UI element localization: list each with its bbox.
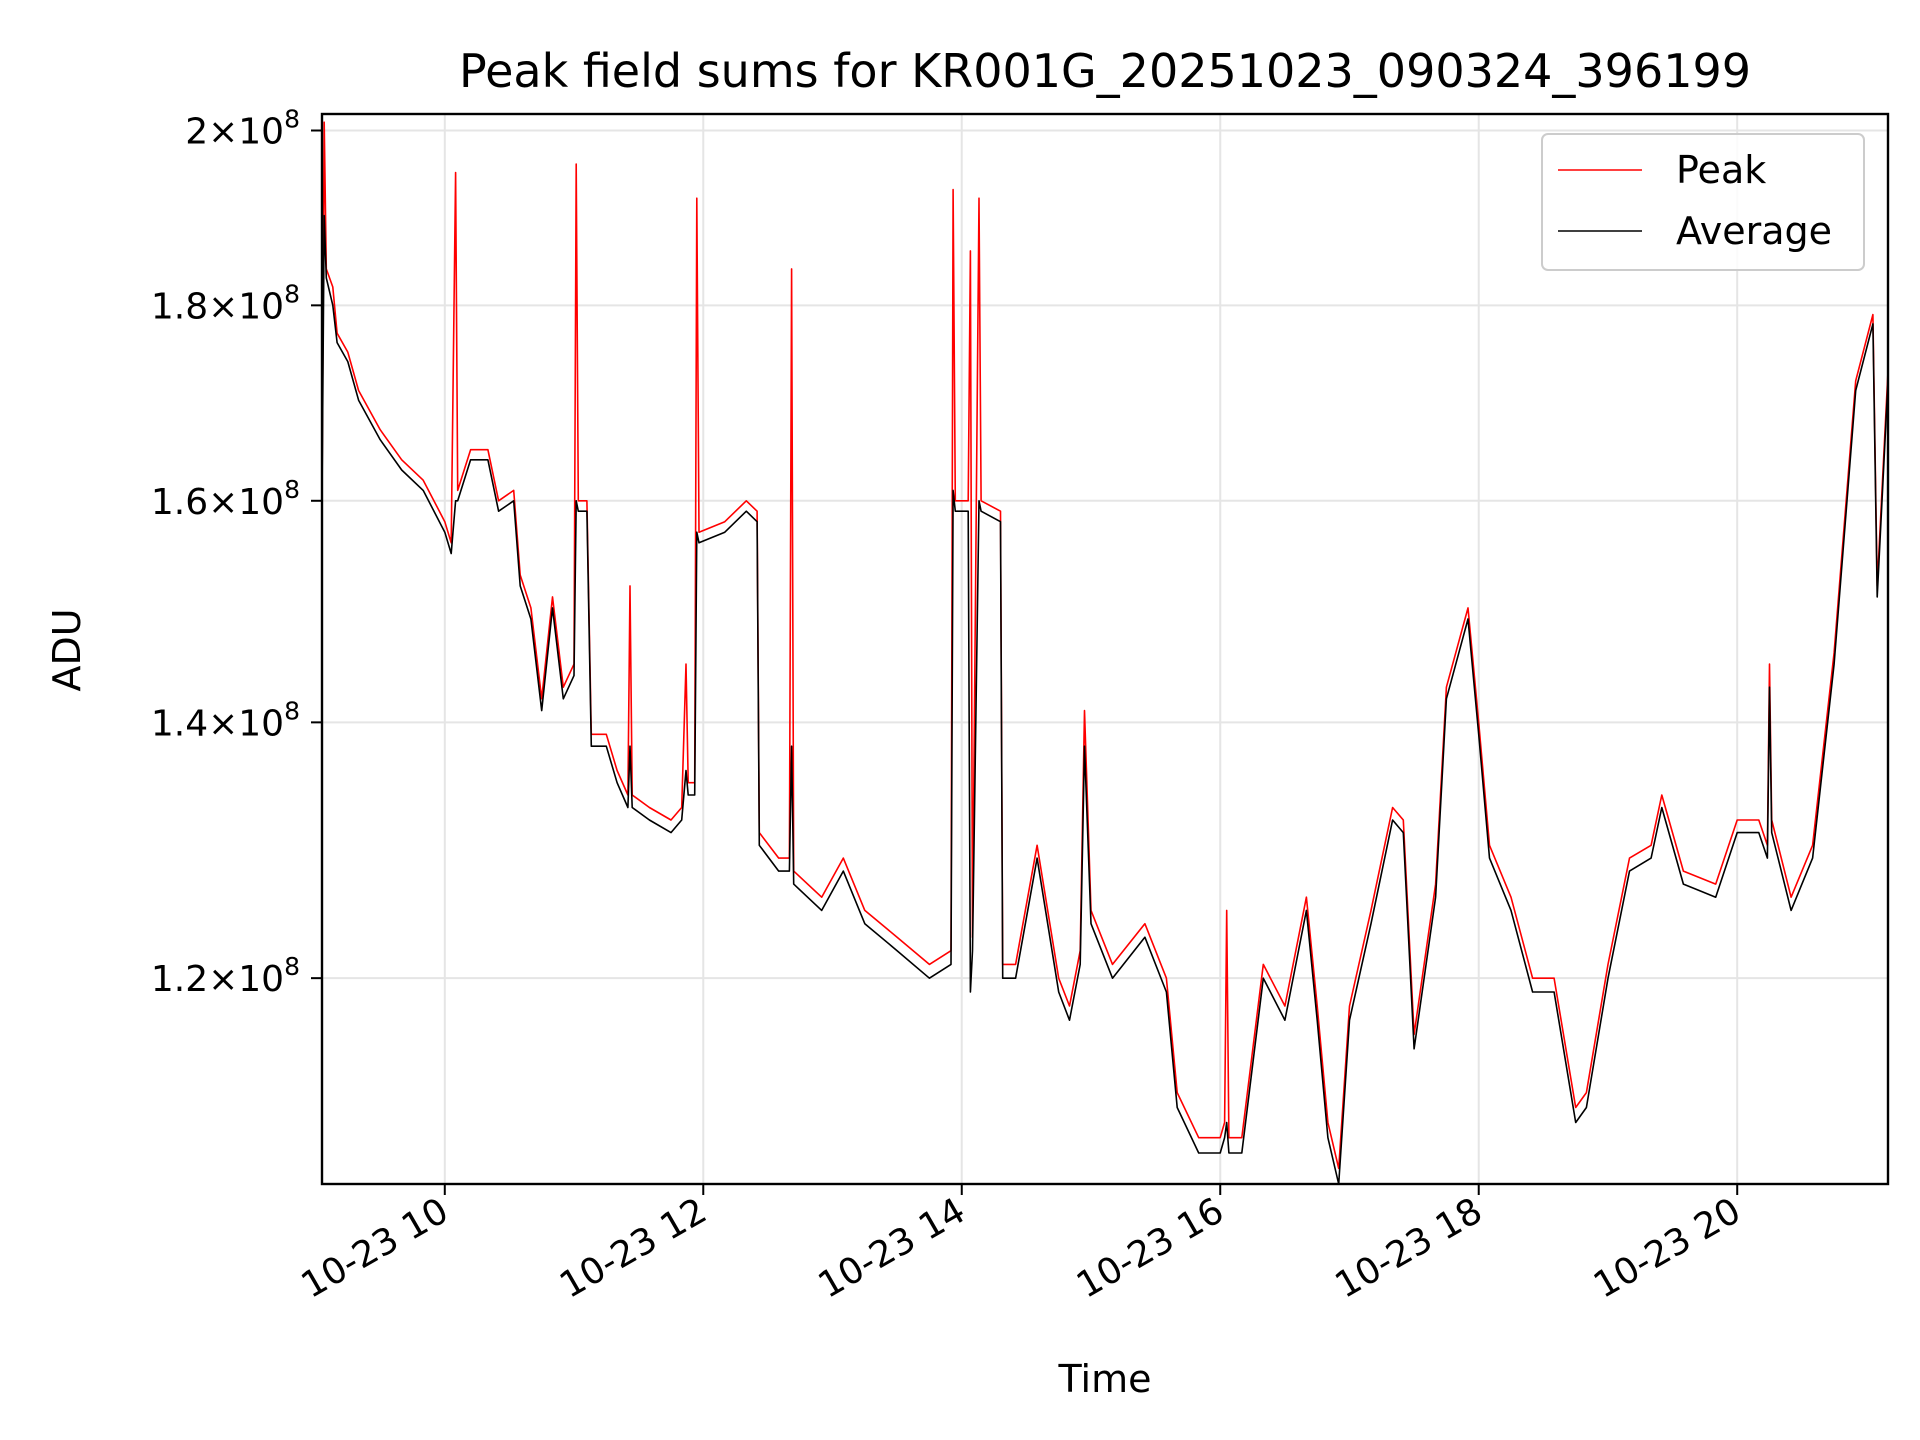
y-axis-label: ADU xyxy=(45,608,89,691)
y-tick-label-1: 1.4×108 xyxy=(151,696,300,744)
legend-label-peak: Peak xyxy=(1676,148,1766,192)
y-tick-label-0: 1.2×108 xyxy=(151,952,300,1000)
legend-label-average: Average xyxy=(1676,209,1832,253)
series-line-peak xyxy=(321,121,1889,1170)
x-axis-label: Time xyxy=(1058,1357,1152,1401)
y-tick-label-3: 1.8×108 xyxy=(151,279,300,327)
plot-frame xyxy=(320,112,1890,1186)
legend-frame xyxy=(1541,133,1865,271)
legend: Peak Average xyxy=(1541,133,1865,271)
y-tick-label-2: 1.6×108 xyxy=(151,475,300,523)
chart-title: Peak field sums for KR001G_20251023_0903… xyxy=(459,44,1751,98)
series-line-average xyxy=(321,214,1889,1185)
series-layer xyxy=(321,121,1889,1185)
y-tick-label-4: 2×108 xyxy=(185,105,300,153)
